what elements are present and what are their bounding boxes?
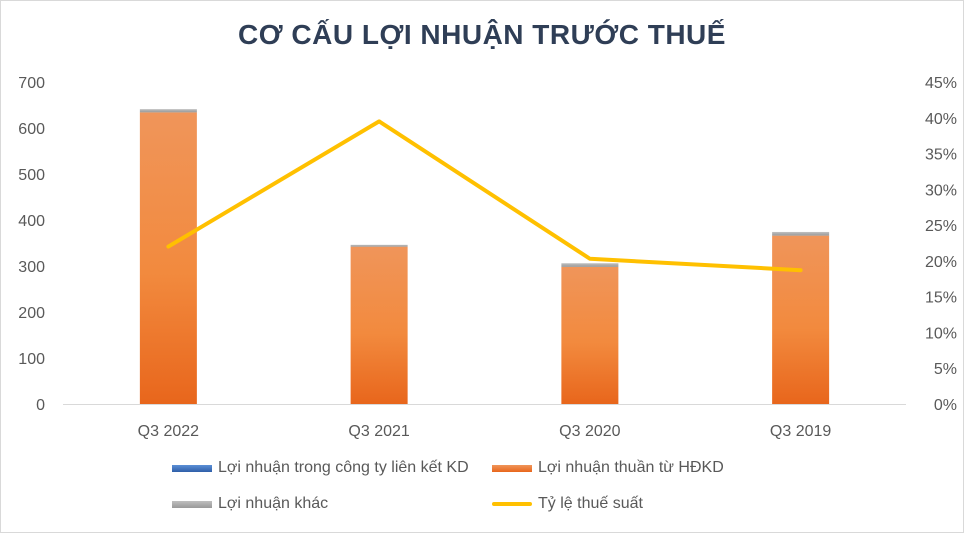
bar-segment-2-3 [772,231,830,236]
line-series-thue-suat [166,119,803,273]
x-category-label: Q3 2020 [559,423,620,440]
bar-segment-1-0 [139,112,197,405]
y-right-tick-label: 45% [925,75,957,92]
y-right-tick-label: 25% [925,218,957,235]
x-category-label: Q3 2022 [138,423,199,440]
y-left-tick-label: 300 [18,259,45,276]
y-right-tick-label: 10% [925,325,957,342]
y-left-tick-label: 700 [18,75,45,92]
y-left-tick-label: 0 [36,397,45,414]
y-right-tick-label: 20% [925,254,957,271]
y-left-tick-label: 400 [18,213,45,230]
bar-segment-2-1 [350,244,408,247]
bar-segment-2-0 [139,109,197,113]
bar-segment-2-2 [561,263,619,267]
y-right-tick-label: 30% [925,182,957,199]
y-left-tick-label: 200 [18,305,45,322]
bar-segment-1-3 [772,235,830,404]
chart-title: CƠ CẤU LỢI NHUẬN TRƯỚC THUẾ [238,19,726,50]
y-left-tick-label: 500 [18,167,45,184]
x-category-label: Q3 2021 [348,423,409,440]
y-right-tick-label: 15% [925,290,957,307]
bar-segment-1-2 [561,266,619,404]
y-left-tick-label: 600 [18,121,45,138]
bar-segment-1-1 [350,246,408,404]
y-right-tick-label: 5% [934,361,957,378]
y-right-tick-label: 35% [925,147,957,164]
y-left-tick-label: 100 [18,351,45,368]
y-right-tick-label: 0% [934,397,957,414]
y-right-tick-label: 40% [925,111,957,128]
x-category-label: Q3 2019 [770,423,831,440]
